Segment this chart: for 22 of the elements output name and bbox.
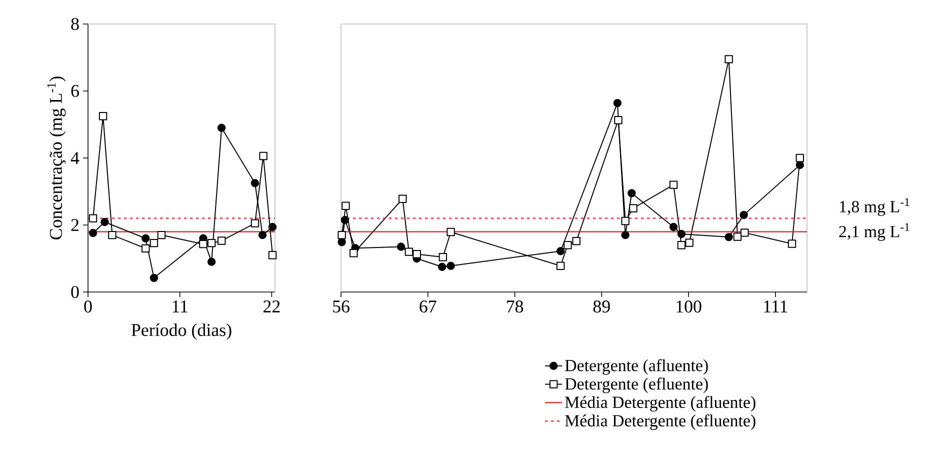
x-tick-label: 89: [593, 300, 610, 313]
legend-label: Detergente (afluente): [565, 359, 708, 375]
y-tick-label: 4: [70, 152, 80, 164]
y-tick-label: 0: [71, 286, 79, 298]
x-tick-label: 67: [420, 300, 436, 313]
y-tick-label: 8: [71, 18, 79, 30]
text: 2,1 mg L$^{-1}$: [839, 223, 910, 241]
y-tick-label: 2: [71, 219, 79, 231]
x-tick-label: 100: [676, 300, 702, 313]
text: 1,8 mg L$^{-1}$: [840, 198, 910, 216]
x-tick-label: 11: [172, 300, 188, 312]
y-tick-label: 6: [71, 84, 79, 98]
x-tick-label: 111: [764, 300, 788, 312]
x-tick-label: 78: [506, 300, 524, 313]
legend-label: Detergente (efluente): [565, 378, 708, 394]
legend-label: Média Detergente (efluente): [565, 414, 756, 430]
x-tick-label: 0: [84, 300, 92, 313]
x-tick-label: 22: [263, 300, 280, 312]
x-tick-label: 56: [333, 300, 350, 313]
y-axis-title: Concentração (mg L$^{-1}$): [47, 76, 66, 240]
x-axis-title: Período (dias): [131, 323, 232, 340]
legend-label: Média Detergente (afluente): [565, 396, 756, 412]
